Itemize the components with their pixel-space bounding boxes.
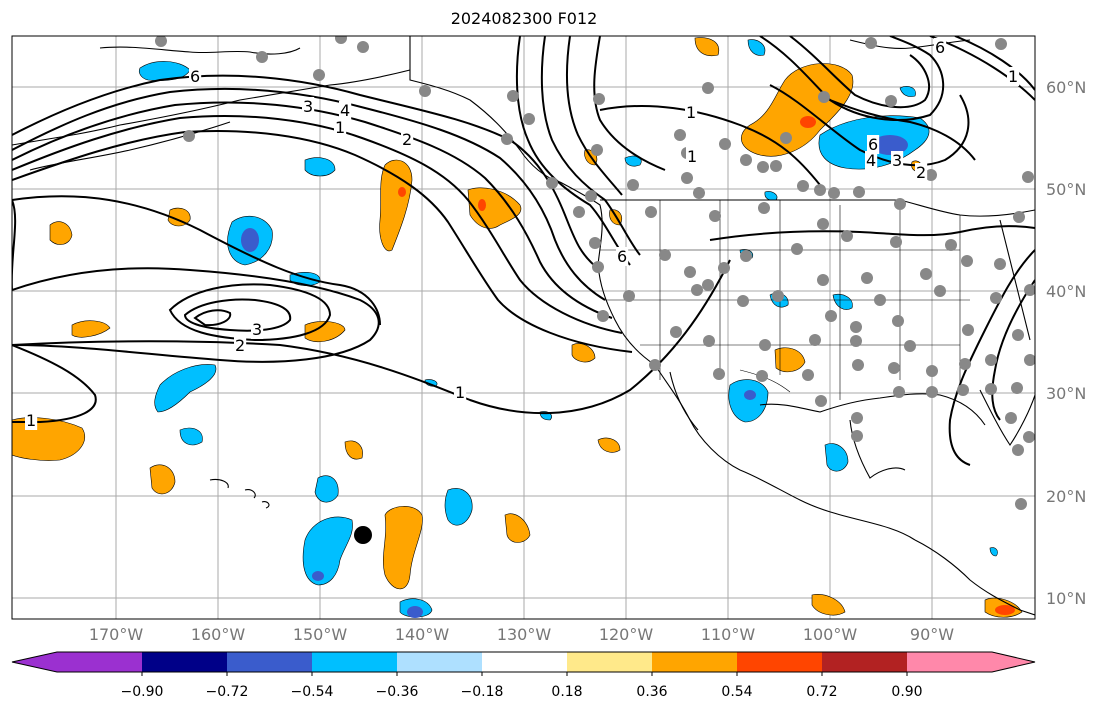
colorbar-segment	[482, 652, 568, 672]
colorbar-tick-label: 0.54	[721, 684, 753, 700]
colorbar	[11, 651, 1036, 676]
colorbar-segment	[822, 652, 908, 672]
contour-labels: 6 3 4 1 2 1 1 6 4 3 2 6 1 3 2 1 1 6	[25, 38, 1020, 430]
station-dots	[155, 36, 1035, 510]
lon-label: 140°W	[394, 625, 450, 644]
lat-label: 10°N	[1046, 589, 1087, 608]
positive-anomaly-fills	[12, 37, 1023, 618]
contour-label: 6	[617, 247, 627, 266]
colorbar-tick-label: 0.36	[636, 684, 668, 700]
lat-label: 30°N	[1046, 384, 1087, 403]
colorbar-extend-high	[992, 652, 1035, 672]
colorbar-tick-label: −0.72	[205, 684, 249, 700]
lon-label: 110°W	[700, 625, 756, 644]
contour-label: 2	[235, 336, 245, 355]
contour-label: 2	[402, 130, 412, 149]
contour-label: 4	[866, 151, 876, 170]
contour-label: 3	[892, 151, 902, 170]
lon-label: 150°W	[292, 625, 348, 644]
colorbar-extend-low	[12, 652, 57, 672]
contour-label: 1	[455, 383, 465, 402]
strong-negative-fills	[241, 135, 908, 618]
colorbar-segment	[907, 652, 992, 672]
lat-label: 20°N	[1046, 487, 1087, 506]
colorbar-tick-label: 0.90	[891, 684, 923, 700]
contour-label: 6	[190, 67, 200, 86]
lon-label: 160°W	[190, 625, 246, 644]
colorbar-segment	[142, 652, 228, 672]
map-frame	[11, 35, 1036, 620]
map-title: 2024082300 F012	[450, 9, 598, 28]
colorbar-tick-label: −0.18	[460, 684, 504, 700]
lon-label: 170°W	[88, 625, 144, 644]
storm-position-marker	[354, 526, 372, 544]
lat-label: 50°N	[1046, 180, 1087, 199]
contour-label: 1	[335, 118, 345, 137]
contour-label: 6	[935, 38, 945, 57]
colorbar-segment	[567, 652, 653, 672]
contour-label: 3	[252, 320, 262, 339]
contour-label: 3	[303, 97, 313, 116]
strong-positive-fills	[398, 116, 1015, 615]
colorbar-tick-label: 0.72	[806, 684, 838, 700]
lon-label: 130°W	[496, 625, 552, 644]
colorbar-tick-label: −0.36	[375, 684, 419, 700]
contour-label: 2	[916, 163, 926, 182]
lat-label: 40°N	[1046, 282, 1087, 301]
contour-label: 1	[26, 411, 36, 430]
colorbar-tick-label: −0.90	[120, 684, 164, 700]
contour-label: 4	[340, 101, 350, 120]
colorbar-segment	[397, 652, 483, 672]
colorbar-segment	[652, 652, 738, 672]
lon-label: 90°W	[909, 625, 955, 644]
lon-label: 120°W	[598, 625, 654, 644]
colorbar-tick-label: 0.18	[551, 684, 583, 700]
contour-label: 1	[687, 147, 697, 166]
lon-label: 100°W	[802, 625, 858, 644]
lat-label: 60°N	[1046, 78, 1087, 97]
contour-label: 6	[868, 135, 878, 154]
colorbar-tick-label: −0.54	[290, 684, 334, 700]
contour-label: 1	[686, 103, 696, 122]
colorbar-segment	[227, 652, 313, 672]
contour-label: 1	[1008, 67, 1018, 86]
colorbar-segment	[737, 652, 823, 672]
colorbar-segment	[57, 652, 143, 672]
colorbar-outline	[11, 651, 1036, 673]
colorbar-segment	[312, 652, 398, 672]
state-borders	[600, 200, 970, 400]
